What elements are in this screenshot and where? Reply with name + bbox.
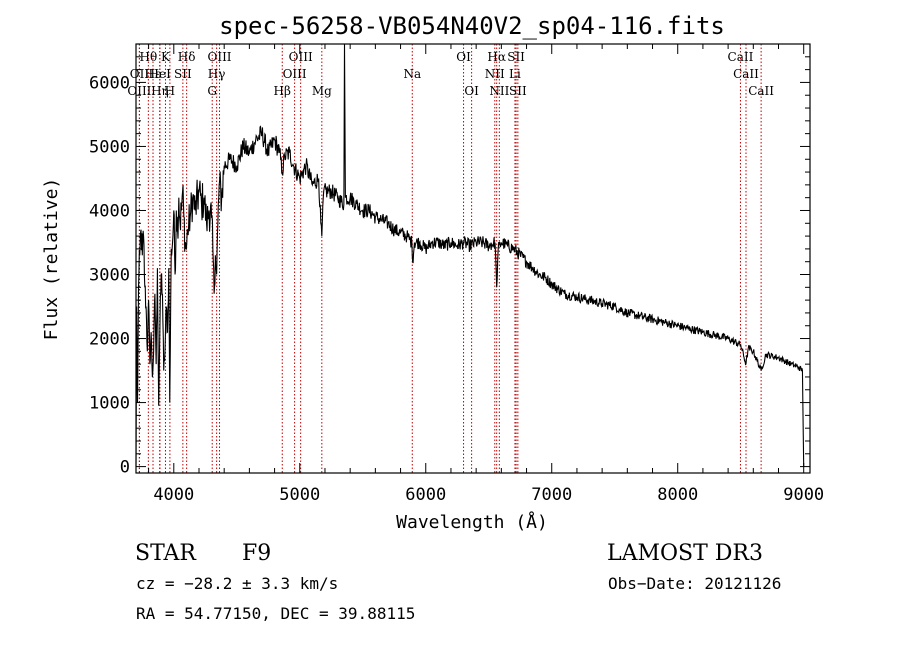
y-tick-label: 1000: [89, 394, 130, 414]
emission-line-label: HeI: [149, 67, 172, 81]
x-tick-label: 7000: [531, 485, 572, 505]
emission-line-label: CaII: [728, 50, 754, 64]
emission-line-label: Hθ: [139, 50, 157, 64]
emission-line-label: OIII: [207, 50, 231, 64]
redshift-text: cz = −28.2 ± 3.3 km/s: [136, 574, 338, 593]
x-tick-label: 5000: [279, 485, 320, 505]
emission-line-label: OI: [464, 84, 479, 98]
y-tick-label: 4000: [89, 201, 130, 221]
emission-line-label: OI: [456, 50, 471, 64]
coords-text: RA = 54.77150, DEC = 39.88115: [136, 604, 415, 623]
emission-line-label: G: [207, 84, 217, 98]
y-tick-labels: 0 1000 2000 3000 4000 5000 6000: [89, 73, 130, 477]
x-axis-label: Wavelength (Å): [396, 511, 548, 533]
y-tick-label: 5000: [89, 137, 130, 157]
emission-line-label: SII: [507, 50, 525, 64]
emission-line-label: Hγ: [208, 67, 226, 81]
y-tick-label: 6000: [89, 73, 130, 93]
emission-line-markers: [138, 44, 762, 473]
obs-date-text: Obs−Date: 20121126: [608, 574, 781, 593]
emission-line-label: Hα: [487, 50, 506, 64]
emission-line-label: NII: [489, 84, 509, 98]
survey-name: LAMOST DR3: [607, 541, 763, 566]
emission-line-label: OIII: [283, 67, 307, 81]
emission-line-label: Na: [403, 67, 421, 81]
emission-line-label: K: [161, 50, 171, 64]
plot-frame: [135, 43, 811, 474]
x-tick-label: 8000: [657, 485, 698, 505]
y-tick-label: 0: [120, 458, 130, 478]
emission-line-label: OIII: [289, 50, 313, 64]
emission-line-label: Mg: [312, 84, 332, 98]
axis-ticks: [136, 44, 810, 473]
object-subclass: F9: [242, 541, 271, 566]
emission-line-label: Hδ: [178, 50, 196, 64]
emission-line-label: SII: [174, 67, 192, 81]
x-tick-labels: 4000 5000 6000 7000 8000 9000: [153, 485, 824, 505]
x-tick-label: 9000: [783, 485, 824, 505]
emission-line-label: Li: [509, 67, 521, 81]
y-tick-label: 3000: [89, 266, 130, 286]
spectrum-line: [135, 43, 805, 467]
emission-line-label: NII: [485, 67, 505, 81]
emission-line-label: Hβ: [274, 84, 291, 98]
emission-line-label: OIII: [127, 84, 151, 98]
emission-line-label: CaII: [733, 67, 759, 81]
x-tick-label: 6000: [405, 485, 446, 505]
emission-line-label: H: [165, 84, 175, 98]
emission-line-label: Hη: [151, 84, 169, 98]
y-axis-label: Flux (relative): [41, 178, 62, 341]
chart-title: spec-56258-VB054N40V2_sp04-116.fits: [219, 12, 725, 40]
emission-line-label: OII: [130, 67, 150, 81]
emission-line-label: SII: [509, 84, 527, 98]
emission-line-label: Hε: [145, 67, 162, 81]
y-tick-label: 2000: [89, 330, 130, 350]
x-tick-label: 4000: [153, 485, 194, 505]
object-class: STAR: [135, 541, 197, 566]
emission-line-label: CaII: [748, 84, 774, 98]
